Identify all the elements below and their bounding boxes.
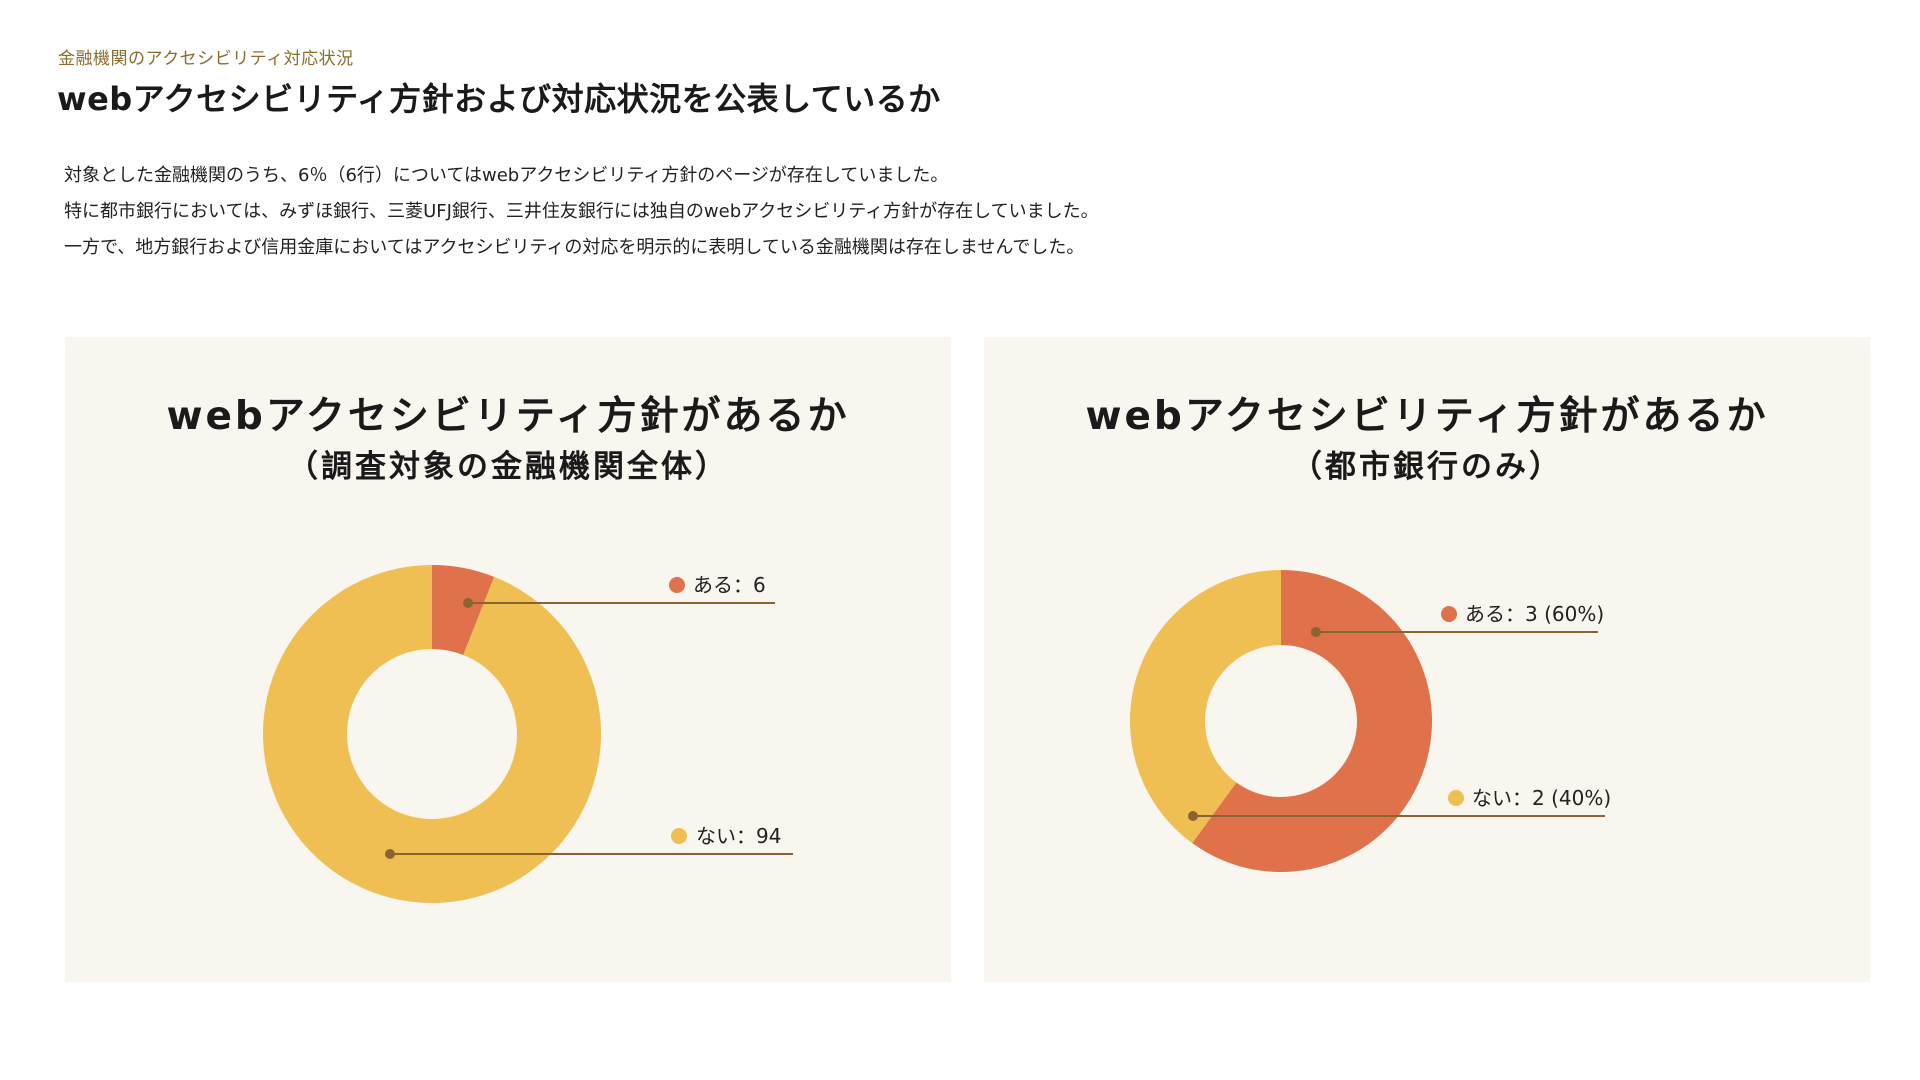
- legend-label: ある：6: [693, 573, 766, 597]
- leader-dot: [1311, 627, 1321, 637]
- legend-label: ある：3 (60%): [1465, 602, 1604, 626]
- legend-bullet: [669, 577, 685, 593]
- page-title: webアクセシビリティ方針および対応状況を公表しているか: [57, 80, 941, 118]
- legend-bullet: [1448, 790, 1464, 806]
- chart-title: webアクセシビリティ方針があるか: [166, 394, 850, 439]
- chart-card-all: webアクセシビリティ方針があるか （調査対象の金融機関全体） ある：6 ない：9…: [65, 337, 951, 982]
- chart-subtitle: （都市銀行のみ）: [1291, 449, 1563, 485]
- chart-subtitle: （調査対象の金融機関全体）: [287, 449, 729, 485]
- leader-dot: [463, 598, 473, 608]
- donut-chart-all: ある：6 ない：94: [262, 565, 793, 903]
- legend-bullet: [671, 828, 687, 844]
- leader-dot: [1188, 811, 1198, 821]
- chart-card-city: webアクセシビリティ方針があるか （都市銀行のみ） ある：3 (60%) ない：…: [984, 337, 1870, 982]
- donut-chart-city: ある：3 (60%) ない：2 (40%): [1130, 570, 1611, 872]
- donut-slice-no: [262, 565, 601, 903]
- intro-line: 対象とした金融機関のうち、6％（6行）についてはwebアクセシビリティ方針のペー…: [64, 165, 949, 186]
- intro-line: 一方で、地方銀行および信用金庫においてはアクセシビリティの対応を明示的に表明して…: [64, 237, 1085, 258]
- donut-slice-yes: [432, 565, 495, 655]
- leader-dot: [385, 849, 395, 859]
- chart-title: webアクセシビリティ方針があるか: [1085, 394, 1769, 439]
- donut-slice-yes: [1192, 570, 1432, 872]
- intro-text: 対象とした金融機関のうち、6％（6行）についてはwebアクセシビリティ方針のペー…: [64, 158, 1099, 266]
- legend-label: ない：2 (40%): [1472, 786, 1611, 810]
- legend-label: ない：94: [696, 824, 781, 848]
- intro-line: 特に都市銀行においては、みずほ銀行、三菱UFJ銀行、三井住友銀行には独自のweb…: [64, 201, 1099, 222]
- donut-slice-no: [1130, 570, 1281, 844]
- legend-bullet: [1441, 606, 1457, 622]
- section-eyebrow: 金融機関のアクセシビリティ対応状況: [58, 49, 354, 69]
